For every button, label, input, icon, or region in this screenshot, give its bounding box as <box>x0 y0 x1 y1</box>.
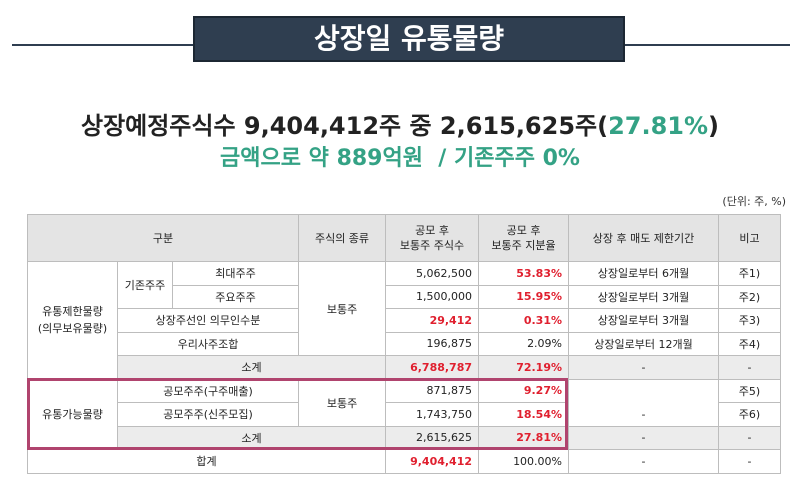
group-line: 유통제한물량 <box>42 305 103 319</box>
ratio-cell: 0.31% <box>478 308 570 333</box>
header-line: 보통주 지분율 <box>491 239 556 252</box>
shares-cell: 2,615,625 <box>385 425 480 450</box>
shares-cell: 1,500,000 <box>385 284 480 309</box>
lockup-cell: - <box>568 425 720 450</box>
note-cell: 주3) <box>718 308 782 333</box>
row: 상장주선인 의무인수분 29,412 0.31% 상장일로부터 3개월 주3) <box>28 308 782 333</box>
lockup-cell: 상장일로부터 3개월 <box>568 308 720 333</box>
type-cell: 보통주 <box>298 261 387 356</box>
shares-cell: 6,788,787 <box>385 355 480 380</box>
header-cell: 주식의 종류 <box>298 214 387 262</box>
note-cell: - <box>718 425 782 450</box>
rule <box>12 44 193 46</box>
row: 주요주주 1,500,000 15.95% 상장일로부터 3개월 주2) <box>28 284 782 309</box>
lockup-cell: - <box>568 402 720 427</box>
ratio-cell: 27.81% <box>478 425 570 450</box>
row: 공모주주(신주모집) 1,743,750 18.54% - 주6) <box>28 402 782 427</box>
row: 우리사주조합 196,875 2.09% 상장일로부터 12개월 주4) <box>28 331 782 356</box>
note-cell: 주1) <box>718 261 782 286</box>
banner: 상장일 유통물량 <box>193 16 625 62</box>
headline-text: ) <box>708 112 720 140</box>
header-line: 보통주 주식수 <box>399 239 465 252</box>
name-cell: 주요주주 <box>171 284 300 309</box>
header-cell: 구분 <box>26 214 300 262</box>
name-cell: 공모주주(신주모집) <box>116 402 300 427</box>
header-cell: 상장 후 매도 제한기간 <box>568 214 720 262</box>
ratio-cell: 100.00% <box>478 449 570 474</box>
subgroup-cell: 기존주주 <box>117 261 173 309</box>
note-cell: 주2) <box>718 284 782 309</box>
subheadline: 금액으로 약 889억원 / 기존주주 0% <box>220 146 580 171</box>
group-line: (의무보유물량) <box>37 322 108 336</box>
name-cell: 최대주주 <box>171 261 300 286</box>
rule <box>625 44 790 46</box>
total-row: 합계 9,404,412 100.00% - - <box>26 449 782 474</box>
lockup-cell: 상장일로부터 3개월 <box>568 284 720 309</box>
name-cell: 소계 <box>116 355 387 380</box>
note-cell: - <box>718 355 782 380</box>
note-cell: - <box>718 449 782 474</box>
group-cell: 유통제한물량 (의무보유물량) <box>27 261 118 380</box>
note-cell: 주5) <box>718 378 782 403</box>
unit-note: (단위: 주, %) <box>722 195 786 208</box>
note-cell: 주4) <box>718 331 782 356</box>
ratio-cell: 53.83% <box>478 261 570 286</box>
type-cell: 보통주 <box>298 378 387 427</box>
name-cell: 우리사주조합 <box>116 331 300 356</box>
highlight-box <box>27 378 568 450</box>
lockup-cell <box>568 378 720 403</box>
lockup-cell: 상장일로부터 6개월 <box>568 261 720 286</box>
subtotal-row: 소계 6,788,787 72.19% - - <box>28 355 782 380</box>
name-cell: 소계 <box>116 425 387 450</box>
name-cell: 합계 <box>26 449 387 474</box>
lockup-cell: 상장일로부터 12개월 <box>568 331 720 356</box>
ratio-cell: 72.19% <box>478 355 570 380</box>
shares-cell: 9,404,412 <box>385 449 480 474</box>
header-line: 공모 후 <box>415 224 449 237</box>
name-cell: 상장주선인 의무인수분 <box>116 308 300 333</box>
ratio-cell: 2.09% <box>478 331 570 356</box>
shares-cell: 196,875 <box>385 331 480 356</box>
lockup-cell: - <box>568 449 720 474</box>
shares-cell: 5,062,500 <box>385 261 480 286</box>
note-cell: 주6) <box>718 402 782 427</box>
name-cell: 공모주주(구주매출) <box>116 378 300 403</box>
headline: 상장예정주식수 9,404,412주 중 2,615,625주(27.81%) <box>0 106 800 141</box>
shares-cell: 1,743,750 <box>385 402 480 427</box>
row: 유통제한물량 (의무보유물량) 기존주주 최대주주 보통주 5,062,500 5… <box>27 261 782 380</box>
ratio-cell: 9.27% <box>478 378 570 403</box>
row: 유통가능물량 공모주주(구주매출) 보통주 871,875 9.27% 주5) <box>27 378 782 450</box>
lockup-cell: - <box>568 355 720 380</box>
header-line: 공모 후 <box>506 224 541 237</box>
ratio-cell: 15.95% <box>478 284 570 309</box>
ratio-cell: 18.54% <box>478 402 570 427</box>
headline-ratio: 27.81% <box>608 112 709 140</box>
subtotal-row: 소계 2,615,625 27.81% - - <box>28 425 782 450</box>
group-cell: 유통가능물량 <box>27 378 118 450</box>
header-cell: 비고 <box>718 214 782 262</box>
shares-cell: 29,412 <box>385 308 480 333</box>
headline-text: 상장예정주식수 9,404,412주 중 2,615,625주( <box>80 112 609 140</box>
